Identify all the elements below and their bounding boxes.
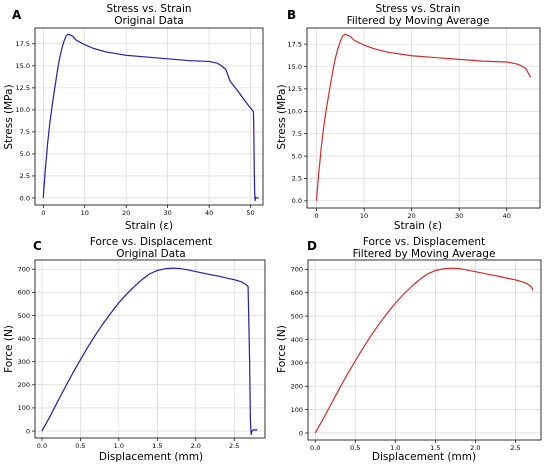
y-tick-label: 7.5: [292, 130, 302, 138]
x-axis-label: Displacement (mm): [99, 451, 203, 463]
x-axis-label: Displacement (mm): [372, 451, 476, 463]
series-line: [41, 267, 258, 436]
title-line-1: Force vs. Displacement: [363, 236, 485, 248]
x-tick-label: 2.0: [191, 442, 201, 450]
series-line: [42, 33, 259, 202]
y-tick-label: 700: [18, 266, 30, 274]
x-tick-label: 50: [246, 209, 254, 217]
panel-letter-d: D: [307, 239, 317, 253]
y-tick-label: 5.0: [292, 152, 302, 160]
title-line-2: Original Data: [114, 15, 184, 27]
panel-letter-a: A: [12, 8, 22, 22]
y-tick-label: 0: [299, 429, 303, 437]
series-line: [315, 33, 532, 201]
y-tick-label: 600: [291, 289, 303, 297]
y-axis-label: Stress (MPa): [276, 84, 288, 149]
title-line-2: Filtered by Moving Average: [353, 248, 496, 260]
panel-letter-b: B: [287, 8, 296, 22]
y-tick-label: 5.0: [20, 150, 30, 158]
y-tick-label: 0.0: [20, 194, 30, 202]
plot-frame: [306, 27, 541, 209]
title-line-2: Original Data: [116, 248, 186, 260]
title-line-1: Stress vs. Strain: [375, 3, 460, 15]
x-tick-label: 10: [81, 209, 89, 217]
title-line-1: Force vs. Displacement: [90, 236, 212, 248]
y-tick-label: 100: [18, 404, 30, 412]
x-tick-label: 0.5: [350, 444, 360, 452]
y-tick-label: 500: [291, 312, 303, 320]
y-tick-label: 200: [291, 383, 303, 391]
y-tick-label: 7.5: [20, 128, 30, 136]
y-tick-label: 15.0: [288, 63, 302, 71]
y-tick-label: 500: [18, 312, 30, 320]
y-axis-label: Force (N): [276, 325, 288, 373]
plot-frame: [34, 27, 264, 206]
y-tick-label: 300: [18, 358, 30, 366]
y-tick-label: 17.5: [16, 40, 30, 48]
y-tick-label: 17.5: [288, 40, 302, 48]
x-tick-label: 1.0: [390, 444, 400, 452]
panel-b: B Stress vs. Strain Filtered by Moving A…: [276, 3, 541, 232]
panel-d: D Force vs. Displacement Filtered by Mov…: [276, 236, 542, 463]
title-line-2: Filtered by Moving Average: [347, 15, 490, 27]
x-tick-label: 20: [122, 209, 130, 217]
y-tick-label: 15.0: [16, 62, 30, 70]
y-tick-label: 12.5: [16, 84, 30, 92]
series-line: [314, 267, 534, 434]
x-tick-label: 20: [407, 212, 415, 220]
x-tick-label: 0.0: [37, 442, 47, 450]
plot-frame: [307, 259, 542, 441]
x-tick-label: 1.5: [152, 442, 162, 450]
y-axis-label: Force (N): [3, 325, 15, 373]
x-axis-label: Strain (ε): [394, 220, 442, 232]
panel-c: C Force vs. Displacement Original Data 0…: [3, 236, 266, 463]
y-tick-label: 400: [291, 336, 303, 344]
x-tick-label: 1.0: [114, 442, 124, 450]
x-tick-label: 0: [314, 212, 318, 220]
y-tick-label: 400: [18, 335, 30, 343]
y-tick-label: 0.0: [292, 197, 302, 205]
x-tick-label: 2.5: [229, 442, 239, 450]
x-axis-label: Strain (ε): [125, 220, 173, 232]
y-tick-label: 300: [291, 359, 303, 367]
y-tick-label: 12.5: [288, 85, 302, 93]
x-tick-label: 0: [41, 209, 45, 217]
y-tick-label: 700: [291, 266, 303, 274]
y-tick-label: 600: [18, 289, 30, 297]
panel-a: A Stress vs. Strain Original Data 0 10 20 3…: [3, 3, 264, 232]
y-axis-label: Stress (MPa): [3, 84, 15, 149]
y-tick-label: 10.0: [16, 106, 30, 114]
x-tick-label: 30: [164, 209, 172, 217]
y-tick-label: 10.0: [288, 108, 302, 116]
title-line-1: Stress vs. Strain: [106, 3, 191, 15]
x-tick-label: 30: [455, 212, 463, 220]
plot-frame: [34, 259, 266, 439]
x-tick-label: 40: [205, 209, 213, 217]
y-tick-label: 2.5: [20, 172, 30, 180]
panel-letter-c: C: [33, 239, 42, 253]
x-tick-label: 2.0: [470, 444, 480, 452]
y-tick-label: 0: [26, 427, 30, 435]
x-tick-label: 1.5: [430, 444, 440, 452]
x-tick-label: 0.5: [75, 442, 85, 450]
x-tick-label: 0.0: [310, 444, 320, 452]
y-tick-label: 2.5: [292, 175, 302, 183]
x-tick-label: 10: [360, 212, 368, 220]
y-tick-label: 200: [18, 381, 30, 389]
x-tick-label: 2.5: [510, 444, 520, 452]
x-tick-label: 40: [503, 212, 511, 220]
y-tick-label: 100: [291, 406, 303, 414]
